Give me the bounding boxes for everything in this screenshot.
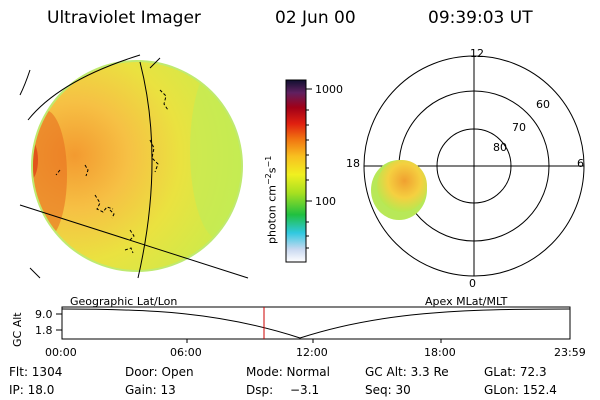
- gc-altitude-info: GC Alt: 3.3 Re: [365, 365, 449, 379]
- colorbar-unit-label: photon cm−2s−1: [264, 155, 279, 244]
- altitude-tick-9: 9.0: [35, 308, 53, 321]
- time-label: 09:39:03 UT: [428, 8, 533, 28]
- altitude-plot-frame: [61, 306, 571, 340]
- geographic-grid-lines: [19, 54, 249, 279]
- time-tick-1800: 18:00: [424, 346, 456, 359]
- lat-label-80: 80: [493, 141, 507, 154]
- mlt-label-18: 18: [346, 157, 360, 170]
- time-tick-0000: 00:00: [45, 346, 77, 359]
- coastline-outlines: [55, 89, 169, 254]
- lat-label-70: 70: [512, 121, 526, 134]
- mlt-label-0: 0: [469, 277, 476, 290]
- dsp-label: Dsp:: [246, 383, 274, 397]
- geographic-label: Geographic Lat/Lon: [70, 295, 178, 308]
- colorbar-ticks: [306, 88, 312, 249]
- colorbar: [285, 79, 307, 263]
- door-info: Door: Open: [125, 365, 194, 379]
- date-label: 02 Jun 00: [275, 8, 356, 28]
- ip-info: IP: 18.0: [9, 383, 55, 397]
- altitude-axis-label: GC Alt: [11, 312, 24, 347]
- mode-info: Mode: Normal: [246, 365, 330, 379]
- earth-disk-image: [31, 60, 243, 272]
- sequence-info: Seq: 30: [365, 383, 411, 397]
- flight-info: Flt: 1304: [9, 365, 63, 379]
- gain-info: Gain: 13: [125, 383, 176, 397]
- lat-label-60: 60: [536, 98, 550, 111]
- time-tick-0600: 06:00: [170, 346, 202, 359]
- apex-label: Apex MLat/MLT: [425, 295, 508, 308]
- colorbar-tick-100: 100: [315, 195, 336, 208]
- glat-info: GLat: 72.3: [484, 365, 547, 379]
- mlt-label-6: 6: [577, 157, 584, 170]
- altitude-tick-1.8: 1.8: [35, 324, 53, 337]
- dsp-value: −3.1: [290, 383, 320, 397]
- altitude-axis-ticks: [56, 313, 442, 343]
- time-tick-1200: 12:00: [296, 346, 328, 359]
- colorbar-tick-1000: 1000: [315, 83, 343, 96]
- glon-info: GLon: 152.4: [484, 383, 557, 397]
- instrument-title: Ultraviolet Imager: [47, 8, 201, 28]
- mlt-label-12: 12: [470, 47, 484, 60]
- time-tick-2359: 23:59: [554, 346, 586, 359]
- altitude-curve: [61, 308, 571, 339]
- auroral-oval-image: [371, 160, 427, 220]
